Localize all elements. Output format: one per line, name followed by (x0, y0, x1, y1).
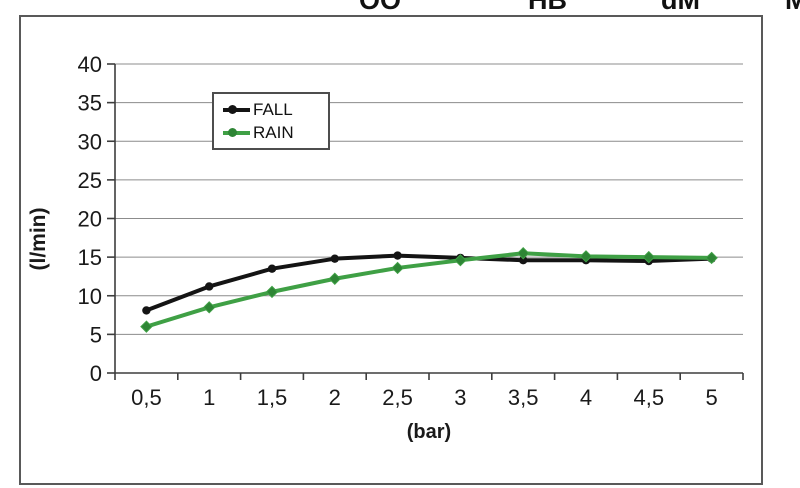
x-axis-title: (bar) (406, 421, 452, 443)
cropped-text-fragment: OO (359, 0, 403, 10)
svg-text:20: 20 (78, 207, 102, 232)
svg-text:3,5: 3,5 (508, 385, 539, 410)
cropped-text-fragment: HB (528, 0, 568, 10)
svg-text:1,5: 1,5 (257, 385, 288, 410)
svg-text:30: 30 (78, 129, 102, 154)
svg-text:0,5: 0,5 (131, 385, 162, 410)
legend-label-fall: FALL (253, 99, 293, 119)
svg-text:5: 5 (705, 385, 717, 410)
svg-text:25: 25 (78, 168, 102, 193)
svg-text:4: 4 (580, 385, 592, 410)
svg-text:3: 3 (454, 385, 466, 410)
legend-item-fall: FALL (223, 101, 328, 118)
plot-area: 0 5 10 15 20 25 30 35 40 0,5 1 1,5 2 2,5 3 3,5 4 4,5 5 (78, 52, 744, 410)
svg-text:2: 2 (329, 385, 341, 410)
y-axis-title: (l/min) (27, 207, 50, 271)
legend-label-rain: RAIN (253, 123, 294, 143)
svg-text:0: 0 (90, 361, 102, 386)
svg-text:4,5: 4,5 (634, 385, 665, 410)
svg-text:10: 10 (78, 284, 102, 309)
fall-line-marker-icon (223, 104, 250, 114)
svg-text:5: 5 (90, 322, 102, 347)
svg-text:35: 35 (78, 91, 102, 116)
rain-line-marker-icon (223, 128, 250, 138)
flow-chart-figure: 0 5 10 15 20 25 30 35 40 0,5 1 1,5 2 2,5 3 3,5 4 4,5 5 (l/… (19, 15, 763, 485)
svg-text:15: 15 (78, 245, 102, 270)
svg-text:2,5: 2,5 (382, 385, 413, 410)
legend: FALL RAIN (212, 92, 330, 150)
svg-text:1: 1 (203, 385, 215, 410)
cropped-text-fragment: dM (661, 0, 703, 10)
legend-item-rain: RAIN (223, 124, 328, 141)
cropped-text-fragment: M (785, 0, 800, 10)
svg-text:40: 40 (78, 52, 102, 77)
